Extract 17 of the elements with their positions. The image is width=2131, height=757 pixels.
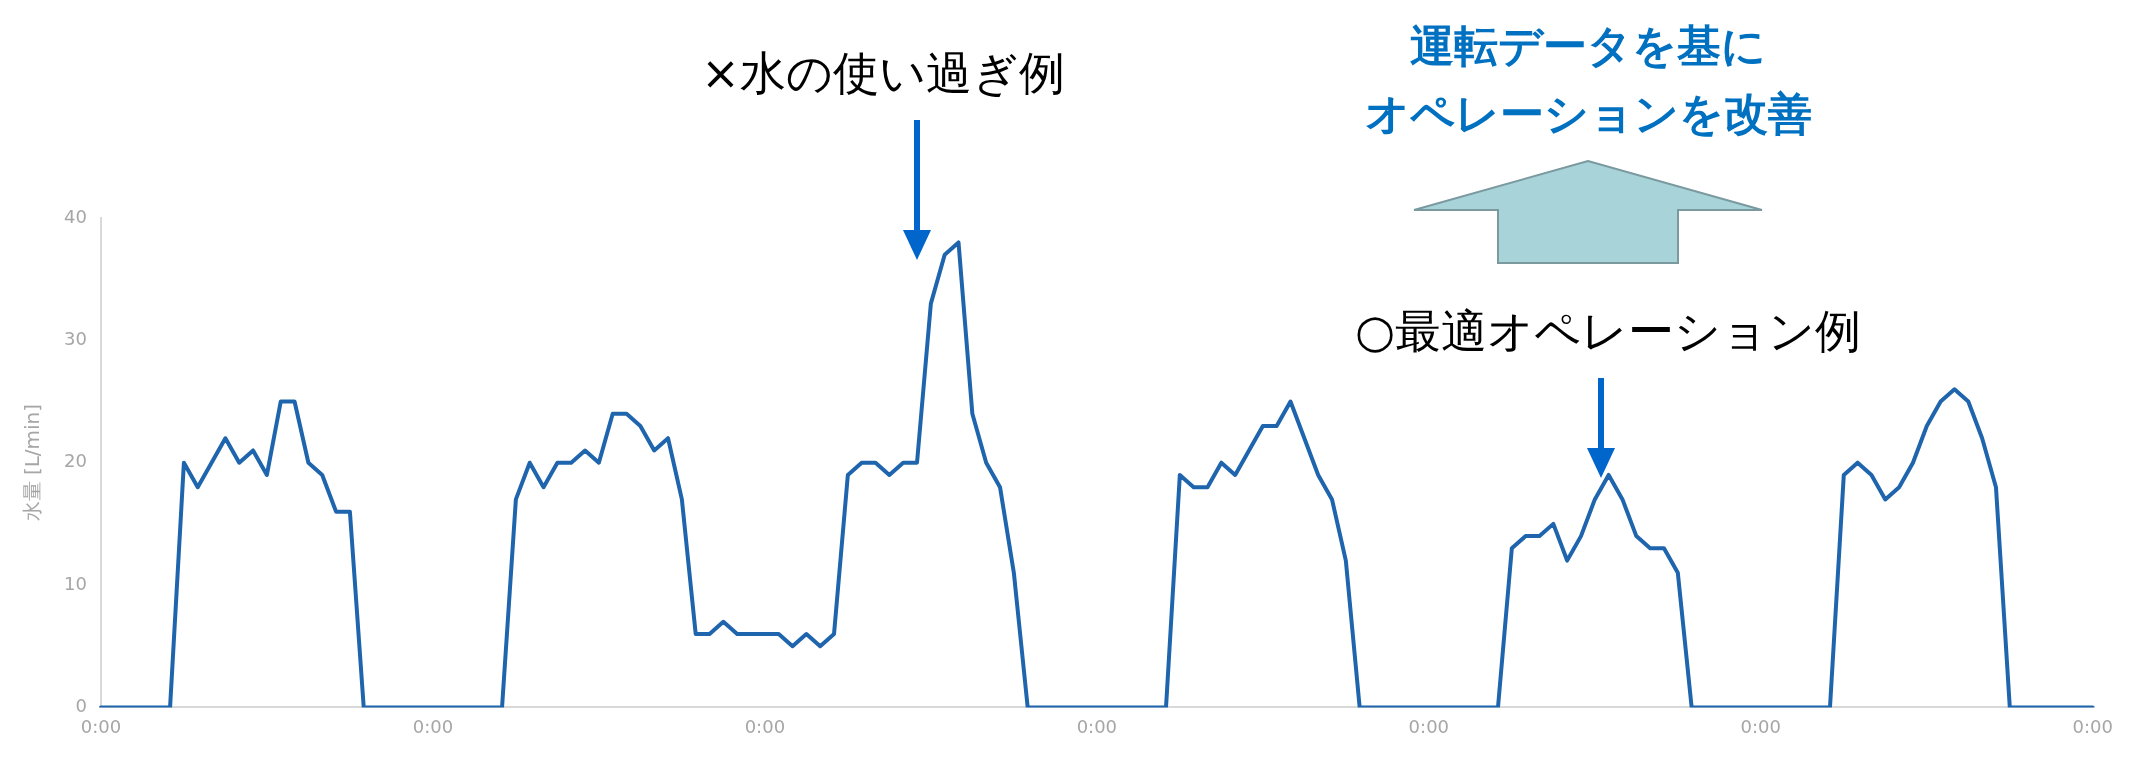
- text: オペレーションを改善: [1363, 87, 1813, 141]
- text: ×水の使い過ぎ例: [700, 45, 1066, 102]
- x-tick-label: 0:00: [412, 715, 454, 737]
- text: 運転データを基に: [1409, 19, 1767, 73]
- y-tick-label: 0: [75, 695, 87, 717]
- y-tick-label: 10: [64, 572, 87, 594]
- y-axis-title: 水量 [L/min]: [20, 403, 45, 522]
- x-tick-label: 0:00: [1076, 715, 1118, 737]
- x-tick-label: 0:00: [1408, 715, 1450, 737]
- x-tick-label: 0:00: [2072, 715, 2113, 737]
- x-tick-label: 0:00: [80, 715, 122, 737]
- y-tick-label: 20: [64, 450, 87, 472]
- annotation: ○最適オペレーション例: [1353, 303, 1863, 360]
- x-tick-label: 0:00: [1740, 715, 1782, 737]
- x-tick-label: 0:00: [744, 715, 786, 737]
- y-tick-label: 30: [64, 328, 87, 350]
- y-tick-label: 40: [64, 205, 87, 227]
